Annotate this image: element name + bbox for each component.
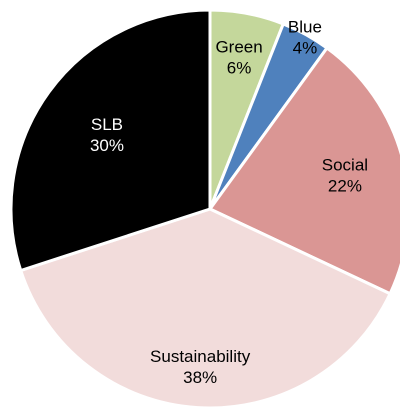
slice-label-sustainability: Sustainability 38% bbox=[150, 347, 251, 387]
slice-percent-sustainability: 38% bbox=[183, 368, 217, 387]
slice-percent-green: 6% bbox=[227, 59, 252, 78]
slice-percent-social: 22% bbox=[328, 176, 362, 195]
pie-slice-social bbox=[208, 46, 400, 296]
slice-name-blue: Blue bbox=[288, 17, 322, 36]
slice-percent-slb: 30% bbox=[90, 136, 124, 155]
pie-slice-sustainability bbox=[19, 207, 392, 407]
pie-slices bbox=[9, 8, 400, 407]
slice-percent-blue: 4% bbox=[293, 38, 318, 57]
slice-name-social: Social bbox=[322, 155, 368, 174]
slice-name-sustainability: Sustainability bbox=[150, 347, 251, 366]
pie-slice-slb bbox=[9, 8, 212, 272]
slice-label-green: Green 6% bbox=[215, 38, 262, 78]
slice-label-social: Social 22% bbox=[322, 155, 368, 195]
slice-name-slb: SLB bbox=[91, 115, 123, 134]
slice-label-blue: Blue 4% bbox=[288, 17, 322, 57]
pie-labels: Green 6%Blue 4%Social 22%Sustainability 38%S… bbox=[90, 17, 368, 387]
slice-name-green: Green bbox=[215, 38, 262, 57]
slice-label-slb: SLB 30% bbox=[90, 115, 124, 155]
